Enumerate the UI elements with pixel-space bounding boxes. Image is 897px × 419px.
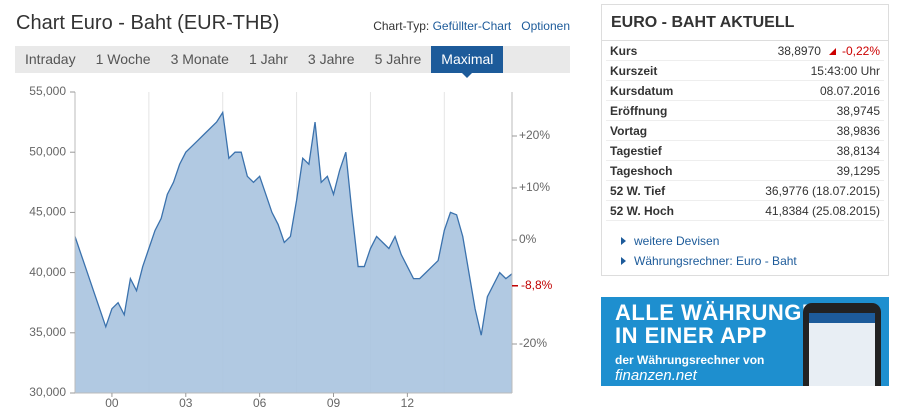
row-label: Kurs (606, 41, 709, 61)
row-value: 38,9745 (708, 100, 884, 121)
quote-row: Kurs 38,8970 -0,22% (606, 41, 884, 61)
y-tick-label: 35,000 (29, 325, 66, 339)
line (74, 110, 513, 336)
y2-tick-label: +20% (519, 128, 550, 142)
tab[interactable]: Intraday (25, 51, 76, 67)
y-tick-label: 45,000 (29, 205, 66, 219)
quote-row: Vortag 38,9836 (606, 120, 884, 141)
phone-bar (809, 313, 875, 323)
y2-tick-label: 0% (519, 232, 537, 246)
phone-icon (803, 303, 881, 386)
value: 38,9836 (836, 123, 880, 138)
current-label: -8,8% (521, 278, 553, 292)
tab[interactable]: 5 Jahre (374, 51, 422, 67)
value: 36,9776 (18.07.2015) (765, 183, 880, 198)
tab[interactable]: 1 Jahr (248, 51, 288, 67)
change-icon (828, 47, 836, 55)
y-tick-label: 55,000 (29, 84, 66, 98)
quote-row: Tagestief 38,8134 (606, 140, 884, 161)
chart-type: Chart-Typ: Gefüllter-Chart Optionen (373, 19, 570, 33)
links: weitere Devisen Währungsrechner: Euro - B… (621, 234, 888, 268)
tab[interactable]: Maximal (431, 46, 504, 78)
row-label: Kursdatum (606, 80, 709, 101)
row-value: 38,8134 (708, 140, 884, 161)
row-label: 52 W. Tief (606, 180, 709, 201)
value: 41,8384 (25.08.2015) (765, 203, 880, 218)
value: 38,9745 (836, 103, 880, 118)
row-value: 39,1295 (708, 160, 884, 181)
y2-tick-label: +10% (519, 180, 550, 194)
row-label: Vortag (606, 120, 709, 141)
brand-name: finanzen (615, 367, 672, 384)
phone-screen (809, 313, 875, 386)
quote-row: Kursdatum 08.07.2016 (606, 80, 884, 101)
row-label: Tageshoch (606, 160, 709, 181)
value: 08.07.2016 (819, 83, 880, 98)
quote-row: 52 W. Hoch 41,8384 (25.08.2015) (606, 200, 884, 221)
ad-headline: IN EINER APP (615, 323, 767, 348)
change: -0,22% (841, 43, 880, 58)
tab[interactable]: 3 Jahre (307, 51, 355, 67)
row-value: 41,8384 (25.08.2015) (708, 200, 884, 221)
quote-row: Kurszeit 15:43:00 Uhr (606, 60, 884, 81)
value: 38,8134 (836, 143, 880, 158)
y-tick-label: 50,000 (29, 144, 66, 158)
x-tick-label: 03 (179, 396, 193, 410)
tab[interactable]: 1 Woche (95, 51, 151, 67)
x-tick-label: 06 (253, 396, 267, 410)
link[interactable]: Währungsrechner: Euro - Baht (621, 254, 888, 268)
quote-table: Kurs 38,8970 -0,22% Kurszeit 15:43:00 Uhr Kur… (606, 41, 884, 221)
row-value: 08.07.2016 (708, 80, 884, 101)
y2-tick-label: -20% (519, 336, 547, 350)
chart-type-link[interactable]: Gefüllter-Chart (432, 19, 512, 33)
row-value: 38,8970 -0,22% (708, 41, 884, 61)
options-link[interactable]: Optionen (521, 19, 570, 33)
row-label: 52 W. Hoch (606, 200, 709, 221)
value: 38,8970 (777, 43, 821, 58)
tab-bar: Intraday 1 Woche 3 Monate 1 Jahr 3 Jahre 5 Ja… (15, 46, 570, 78)
x-tick-label: 09 (327, 396, 341, 410)
app-ad[interactable]: ALLE WÄHRUNGEN IN EINER APP der Währungs… (601, 297, 889, 386)
ad-brand: finanzen.net (615, 367, 697, 384)
row-value: 15:43:00 Uhr (708, 60, 884, 81)
row-label: Tagestief (606, 140, 709, 161)
y-tick-label: 40,000 (29, 265, 66, 279)
link[interactable]: weitere Devisen (621, 234, 888, 248)
chart: 55,000 50,000 45,000 40,000 35,000 30,000 +20%… (29, 84, 553, 410)
y-tick-label: 30,000 (29, 385, 66, 399)
quote-row: Tageshoch 39,1295 (606, 160, 884, 181)
tab[interactable]: 3 Monate (170, 51, 229, 67)
panel-title: EURO - BAHT AKTUELL (602, 5, 888, 41)
row-value: 36,9776 (18.07.2015) (708, 180, 884, 201)
area (75, 112, 512, 393)
ad-text: der Währungsrechner von (615, 353, 765, 367)
x-tick-label: 12 (401, 396, 415, 410)
quote-row: 52 W. Tief 36,9776 (18.07.2015) (606, 180, 884, 201)
chart-type-label: Chart-Typ: (373, 19, 430, 33)
ad-headline: ALLE WÄHRUNGEN (615, 300, 834, 325)
chart-title: Chart Euro - Baht (EUR-THB) (16, 12, 280, 34)
x-tick-label: 00 (105, 396, 119, 410)
quote-panel: EURO - BAHT AKTUELL Kurs 38,8970 -0,22% Kur… (601, 4, 889, 276)
brand-suffix: .net (671, 367, 697, 384)
row-label: Kurszeit (606, 60, 709, 81)
quote-row: Eröffnung 38,9745 (606, 100, 884, 121)
value: 39,1295 (836, 163, 880, 178)
row-value: 38,9836 (708, 120, 884, 141)
value: 15:43:00 Uhr (810, 63, 880, 78)
row-label: Eröffnung (606, 100, 709, 121)
